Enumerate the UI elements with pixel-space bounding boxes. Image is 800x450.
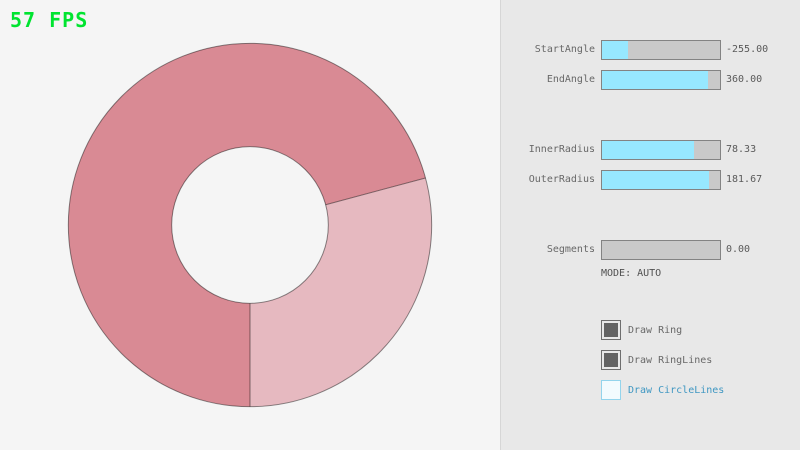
draw-circlelines-checkbox[interactable] — [601, 380, 621, 400]
ring-outline-inner — [171, 146, 329, 304]
draw-ring-checkbox[interactable] — [601, 320, 621, 340]
slider-row-innerradius: InnerRadius 78.33 — [501, 140, 800, 160]
slider-row-startangle: StartAngle -255.00 — [501, 40, 800, 60]
outerradius-value: 181.67 — [726, 174, 763, 185]
checkbox-row-draw-ringlines[interactable]: Draw RingLines — [601, 350, 712, 370]
checkbox-row-draw-ring[interactable]: Draw Ring — [601, 320, 682, 340]
slider-row-segments: Segments 0.00 — [501, 240, 800, 260]
innerradius-value: 78.33 — [726, 144, 757, 155]
startangle-value: -255.00 — [726, 44, 769, 55]
draw-ring-label: Draw Ring — [628, 324, 683, 336]
fps-counter: 57 FPS — [10, 8, 89, 32]
checkbox-check-mark — [604, 353, 618, 367]
segments-slider[interactable] — [601, 240, 721, 260]
outerradius-slider-fill — [602, 171, 710, 189]
segments-label: Segments — [546, 244, 595, 255]
mode-text: MODE: AUTO — [601, 268, 662, 279]
innerradius-label: InnerRadius — [528, 144, 595, 155]
startangle-slider[interactable] — [601, 40, 721, 60]
ring-boundary-line — [325, 177, 426, 206]
slider-row-outerradius: OuterRadius 181.67 — [501, 170, 800, 190]
endangle-label: EndAngle — [546, 74, 595, 85]
checkbox-check-mark — [604, 383, 618, 397]
endangle-value: 360.00 — [726, 74, 763, 85]
ring-outline-outer — [67, 42, 433, 408]
startangle-slider-fill — [602, 41, 628, 59]
checkbox-check-mark — [604, 323, 618, 337]
outerradius-label: OuterRadius — [528, 174, 595, 185]
startangle-label: StartAngle — [534, 44, 595, 55]
control-panel: StartAngle -255.00 EndAngle 360.00 Inner… — [500, 0, 800, 450]
endangle-slider[interactable] — [601, 70, 721, 90]
innerradius-slider-fill — [602, 141, 695, 159]
innerradius-slider[interactable] — [601, 140, 721, 160]
checkbox-row-draw-circlelines[interactable]: Draw CircleLines — [601, 380, 724, 400]
ring-canvas — [67, 42, 433, 408]
endangle-slider-fill — [602, 71, 709, 89]
outerradius-slider[interactable] — [601, 170, 721, 190]
draw-ringlines-checkbox[interactable] — [601, 350, 621, 370]
draw-ringlines-label: Draw RingLines — [628, 354, 713, 366]
ring-segment-light — [250, 177, 432, 407]
ring-segment-dark — [68, 43, 426, 407]
slider-row-endangle: EndAngle 360.00 — [501, 70, 800, 90]
segments-value: 0.00 — [726, 244, 751, 255]
draw-circlelines-label: Draw CircleLines — [628, 384, 725, 396]
